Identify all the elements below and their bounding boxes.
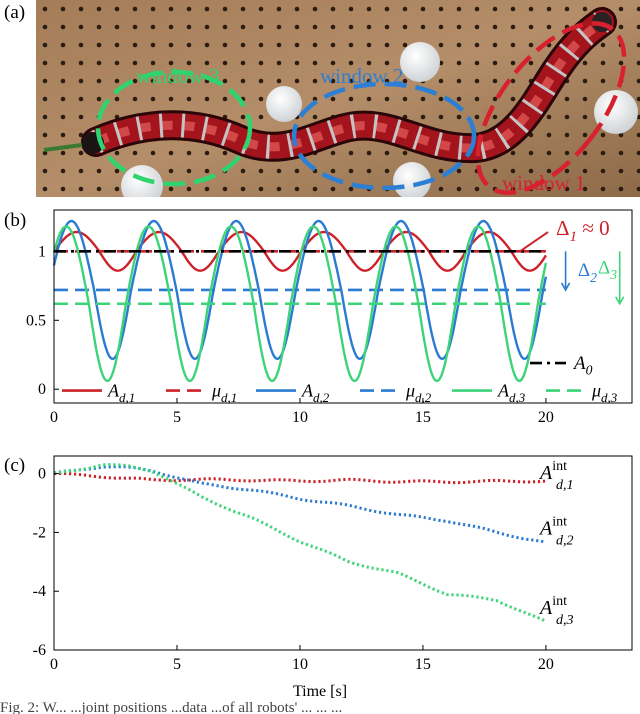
peg [266, 86, 302, 122]
figure-caption: Fig. 2: W... ...joint positions ...data … [0, 700, 343, 714]
x-tick-label: 0 [50, 409, 58, 426]
panel-label-a: (a) [4, 2, 26, 23]
y-tick-label: 0 [38, 381, 46, 398]
x-tick-label: 20 [538, 656, 554, 673]
window-2-label: window 2 [320, 64, 403, 88]
x-tick-label: 20 [538, 409, 554, 426]
panel-label-b: (b) [4, 210, 27, 231]
chart-c-axes: 0 5 10 15 20 0 -2 -4 -6 [33, 455, 633, 673]
legend-label-a0: A0 [572, 353, 593, 378]
window-3-ellipse [95, 69, 253, 187]
legend-label-3: μd,2 [405, 381, 432, 405]
x-tick-label: 10 [292, 656, 308, 673]
robot-cable [43, 143, 83, 152]
delta-2-arrowhead [560, 282, 571, 292]
chart-b-series [52, 219, 548, 383]
delta-3-arrowhead [615, 296, 625, 306]
window-1-ellipse [475, 21, 627, 195]
peg [594, 90, 638, 134]
x-tick-label: 15 [415, 409, 431, 426]
robot-photo-svg: window 3 window 2 window 1 [36, 0, 640, 197]
window-2-ellipse [291, 81, 477, 191]
x-tick-label: 5 [173, 409, 181, 426]
y-tick-label: 0.5 [26, 312, 46, 329]
axes-frame [53, 455, 633, 651]
robot-photo: window 3 window 2 window 1 [36, 0, 640, 197]
snake-robot [43, 7, 617, 164]
chart-c-xlabel: Time [s] [293, 683, 347, 700]
panel-label-c: (c) [4, 455, 26, 476]
window-3-label: window 3 [136, 64, 219, 88]
delta-1-annotation: Δ1 ≈ 0 [556, 216, 610, 245]
chart-b: 0 5 10 15 20 0 0.5 1 Δ1 ≈ 0 Δ2 Δ3 A0 Ad,1 μd,1 Ad,2 μ… [26, 209, 633, 426]
chart-c-series-labels: Aint d,1 Aint d,2 Aint d,3 [538, 459, 574, 628]
y-tick-label: -2 [33, 524, 46, 541]
peg [400, 42, 440, 82]
y-tick-label: -6 [33, 642, 46, 659]
series-line-2 [52, 219, 548, 361]
series-line-4 [52, 225, 548, 383]
y-tick-label: -4 [33, 583, 46, 600]
legend-label-0: Ad,1 [107, 381, 135, 405]
chart-b-axes: 0 5 10 15 20 0 0.5 1 [26, 209, 633, 426]
x-tick-label: 10 [292, 409, 308, 426]
y-tick-label: 1 [38, 243, 46, 260]
legend-label-2: Ad,2 [301, 381, 330, 405]
robot-rings [91, 12, 610, 161]
delta-1-pointer [519, 231, 549, 253]
chart-c: 0 5 10 15 20 0 -2 -4 -6 Aint d,1 Aint d,2 Aint d,3 Ti… [33, 455, 633, 700]
legend-label-4: Ad,3 [497, 381, 526, 405]
window-1-label: window 1 [502, 171, 585, 195]
x-tick-label: 5 [173, 656, 181, 673]
chart-c-series [53, 463, 547, 623]
x-tick-label: 15 [415, 656, 431, 673]
chart-b-annotations: Δ1 ≈ 0 Δ2 Δ3 [519, 216, 625, 306]
delta-3-annotation: Δ3 [598, 257, 617, 282]
chart-b-legend: A0 Ad,1 μd,1 Ad,2 μd,2 Ad,3 μd,3 [62, 353, 618, 405]
series-line-0 [54, 472, 547, 485]
legend-label-5: μd,3 [591, 381, 618, 405]
y-tick-label: 0 [38, 466, 46, 483]
x-tick-label: 0 [50, 656, 58, 673]
series-label-1: Aint d,2 [538, 515, 574, 549]
series-line-1 [53, 465, 547, 544]
delta-2-annotation: Δ2 [578, 260, 597, 285]
axes-frame [53, 209, 633, 404]
legend-label-1: μd,1 [211, 381, 237, 405]
series-line-2 [53, 463, 547, 623]
series-label-0: Aint d,1 [538, 459, 574, 493]
series-label-2: Aint d,3 [538, 594, 574, 628]
